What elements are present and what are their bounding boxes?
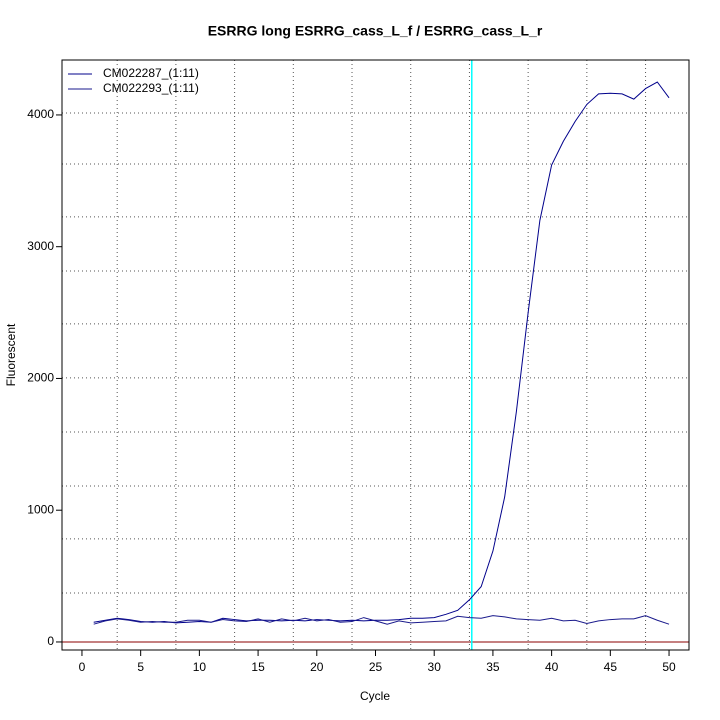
- series-line: [93, 615, 670, 625]
- series-line: [93, 81, 670, 624]
- x-tick-label: 5: [137, 660, 144, 674]
- plot-frame: [61, 59, 690, 651]
- y-tick-label: 2000: [27, 371, 54, 385]
- x-tick-label: 50: [662, 660, 676, 674]
- x-tick-label: 20: [310, 660, 324, 674]
- chart-title: ESRRG long ESRRG_cass_L_f / ESRRG_cass_L…: [208, 23, 543, 39]
- y-tick-label: 4000: [27, 107, 54, 121]
- y-tick-label: 3000: [27, 239, 54, 253]
- x-tick-label: 35: [486, 660, 500, 674]
- y-axis-label: Fluorescent: [4, 323, 18, 386]
- y-tick-label: 0: [47, 634, 54, 648]
- x-tick-label: 10: [193, 660, 207, 674]
- x-tick-label: 0: [79, 660, 86, 674]
- y-tick-label: 1000: [27, 502, 54, 516]
- legend-label: CM022287_(1:11): [103, 66, 199, 80]
- x-tick-label: 30: [428, 660, 442, 674]
- x-tick-label: 40: [545, 660, 559, 674]
- legend-label: CM022293_(1:11): [103, 81, 199, 95]
- x-tick-label: 45: [604, 660, 618, 674]
- x-axis-label: Cycle: [360, 689, 390, 703]
- x-tick-label: 25: [369, 660, 383, 674]
- x-tick-label: 15: [251, 660, 265, 674]
